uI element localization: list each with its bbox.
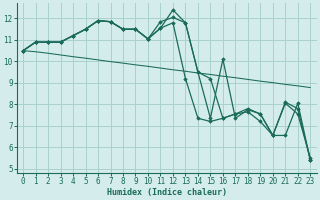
X-axis label: Humidex (Indice chaleur): Humidex (Indice chaleur): [107, 188, 227, 197]
